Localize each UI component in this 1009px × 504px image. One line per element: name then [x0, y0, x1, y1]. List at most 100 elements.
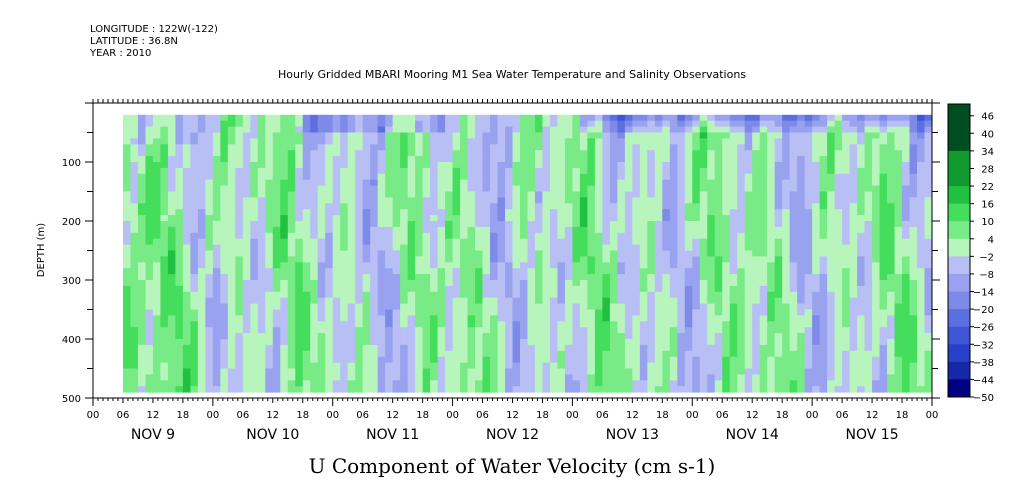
heatmap-cell: [122, 315, 131, 322]
heatmap-cell: [287, 344, 296, 352]
heatmap-cell: [415, 303, 424, 310]
heatmap-cell: [370, 368, 379, 375]
heatmap-cell: [302, 138, 311, 145]
heatmap-cell: [137, 368, 146, 375]
heatmap-cell: [557, 250, 566, 257]
heatmap-cell: [774, 386, 783, 393]
heatmap-cell: [834, 380, 843, 387]
heatmap-cell: [654, 126, 663, 133]
heatmap-cell: [812, 244, 821, 251]
heatmap-cell: [872, 315, 881, 322]
heatmap-cell: [295, 303, 304, 310]
heatmap-cell: [677, 179, 686, 187]
heatmap-cell: [894, 221, 903, 228]
heatmap-cell: [347, 327, 356, 334]
heatmap-cell: [340, 256, 349, 263]
header-year: YEAR : 2010: [90, 48, 152, 59]
heatmap-cell: [385, 256, 394, 263]
heatmap-cell: [512, 291, 521, 299]
heatmap-cell: [797, 226, 806, 234]
heatmap-cell: [572, 280, 581, 287]
heatmap-cell: [654, 114, 663, 122]
heatmap-cell: [564, 244, 573, 251]
heatmap-cell: [145, 138, 154, 145]
heatmap-cell: [827, 386, 836, 393]
heatmap-cell: [519, 291, 528, 299]
heatmap-cell: [302, 380, 311, 387]
heatmap-cell: [212, 280, 221, 287]
heatmap-cell: [669, 374, 678, 381]
heatmap-cell: [265, 238, 274, 246]
heatmap-cell: [879, 138, 888, 145]
heatmap-cell: [519, 167, 528, 175]
heatmap-cell: [430, 321, 439, 328]
heatmap-cell: [302, 274, 311, 281]
heatmap-cell: [220, 297, 229, 305]
heatmap-cell: [579, 250, 588, 257]
heatmap-cell: [602, 197, 611, 204]
heatmap-cell: [684, 203, 693, 210]
heatmap-cell: [812, 162, 821, 169]
heatmap-cell: [272, 120, 281, 128]
heatmap-cell: [842, 238, 851, 246]
heatmap-cell: [325, 274, 334, 281]
heatmap-cell: [257, 215, 266, 222]
heatmap-cell: [482, 226, 491, 234]
heatmap-cell: [257, 244, 266, 251]
heatmap-cell: [564, 209, 573, 216]
heatmap-cell: [774, 203, 783, 210]
heatmap-cell: [572, 226, 581, 234]
heatmap-cell: [415, 380, 424, 387]
heatmap-cell: [280, 356, 289, 364]
heatmap-cell: [699, 362, 708, 369]
heatmap-cell: [280, 327, 289, 334]
heatmap-cell: [827, 191, 836, 198]
heatmap-cell: [332, 197, 341, 204]
heatmap-cell: [624, 179, 633, 187]
heatmap-cell: [737, 162, 746, 169]
heatmap-cell: [325, 309, 334, 316]
heatmap-cell: [250, 226, 259, 234]
heatmap-cell: [527, 150, 536, 157]
heatmap-cell: [295, 356, 304, 364]
heatmap-cell: [527, 132, 536, 139]
heatmap-cell: [722, 191, 731, 198]
heatmap-cell: [392, 268, 401, 275]
heatmap-cell: [400, 120, 409, 128]
heatmap-cell: [714, 132, 723, 139]
heatmap-cell: [624, 250, 633, 257]
heatmap-cell: [280, 120, 289, 128]
heatmap-cell: [265, 380, 274, 387]
heatmap-cell: [422, 297, 431, 305]
heatmap-cell: [774, 285, 783, 293]
heatmap-cell: [227, 268, 236, 275]
heatmap-cell: [549, 232, 558, 240]
heatmap-cell: [302, 185, 311, 192]
heatmap-cell: [527, 280, 536, 287]
heatmap-cell: [669, 226, 678, 234]
heatmap-cell: [197, 368, 206, 375]
heatmap-cell: [235, 350, 244, 358]
heatmap-cell: [400, 315, 409, 322]
heatmap-cell: [879, 303, 888, 310]
heatmap-cell: [699, 262, 708, 269]
heatmap-cell: [392, 339, 401, 346]
heatmap-cell: [662, 120, 671, 128]
heatmap-cell: [594, 256, 603, 263]
heatmap-cell: [265, 162, 274, 169]
heatmap-cell: [347, 167, 356, 175]
heatmap-cell: [175, 344, 184, 352]
heatmap-cell: [692, 238, 701, 246]
heatmap-cell: [505, 291, 513, 299]
heatmap-cell: [759, 285, 768, 293]
heatmap-cell: [902, 114, 911, 122]
heatmap-cell: [894, 268, 903, 275]
heatmap-cell: [287, 339, 296, 346]
heatmap-cell: [542, 297, 551, 305]
heatmap-cell: [250, 173, 259, 181]
heatmap-cell: [220, 386, 229, 393]
heatmap-cell: [527, 327, 536, 334]
heatmap-cell: [280, 274, 289, 281]
heatmap-cell: [257, 226, 266, 234]
heatmap-cell: [295, 250, 304, 257]
